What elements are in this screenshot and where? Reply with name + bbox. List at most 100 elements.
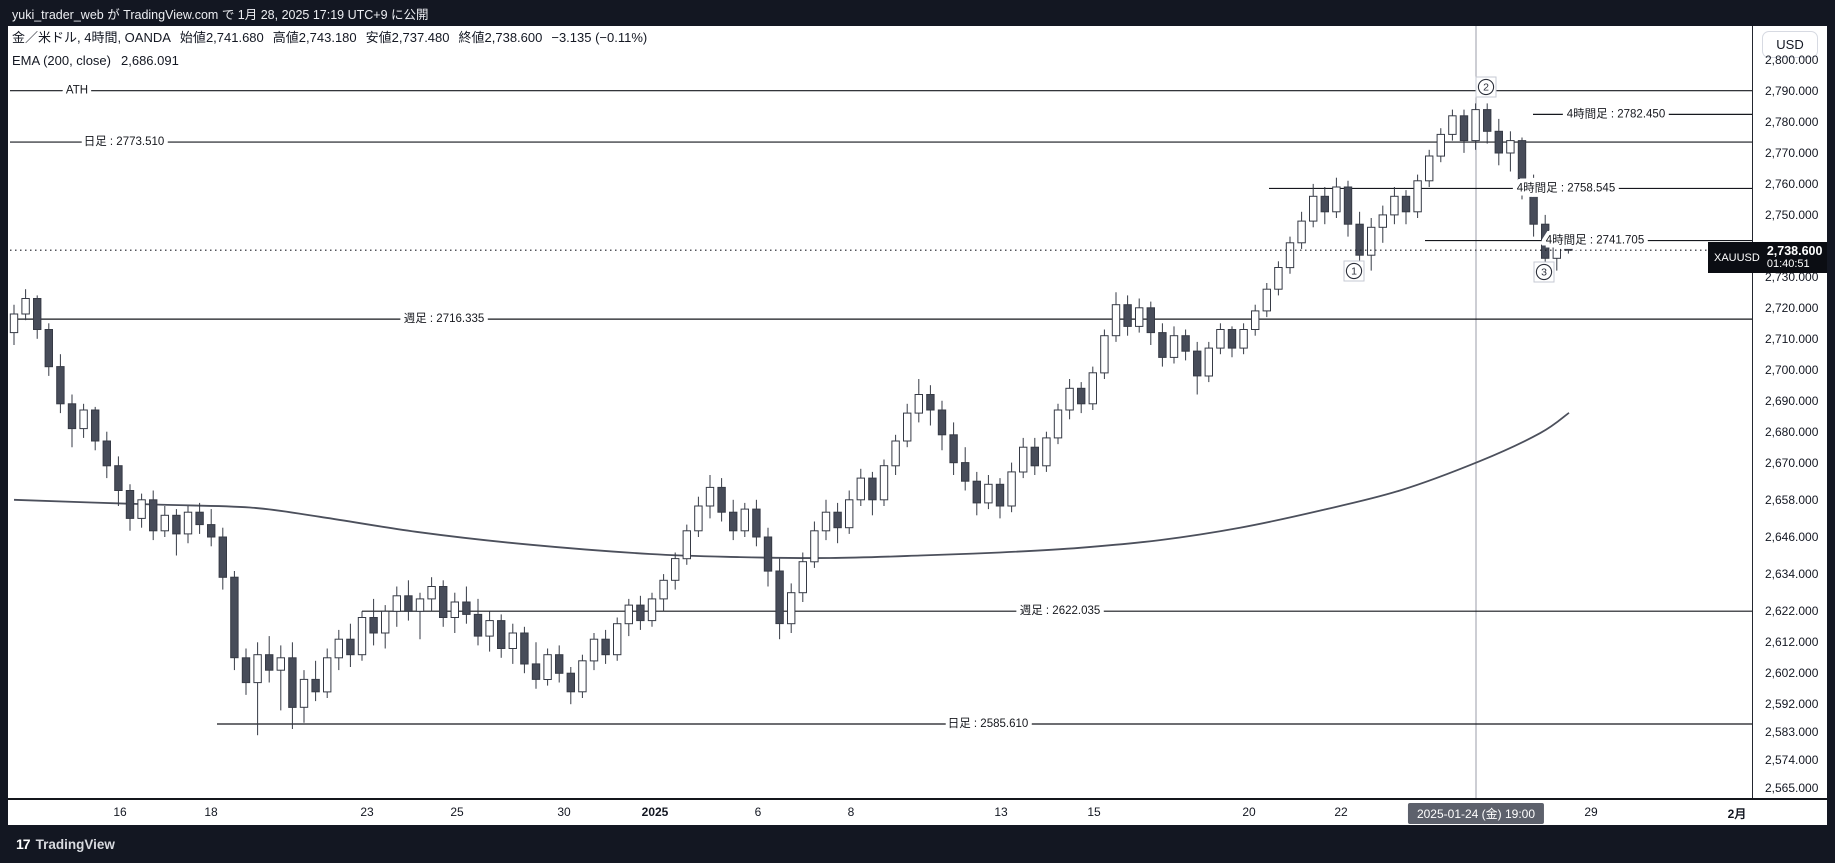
candle-body-up <box>485 620 494 637</box>
change-value: −3.135 (−0.11%) <box>551 30 648 45</box>
candle-body-up <box>798 561 807 594</box>
candle-body-up <box>137 499 146 519</box>
marker-circle-3 <box>1535 263 1553 281</box>
level-label-7[interactable]: 日足 : 2585.610 <box>944 714 1033 734</box>
candle-body-down <box>44 329 53 368</box>
candle-body-up <box>1552 236 1561 259</box>
candle-body-up <box>1506 140 1515 154</box>
candle-body-up <box>1309 195 1318 222</box>
candle-body-down <box>763 536 773 572</box>
candle-body-up <box>450 601 460 618</box>
tradingview-logo[interactable]: 17 TradingView <box>16 836 115 852</box>
candle-body-up <box>1378 214 1387 228</box>
candle-body-up <box>392 595 402 612</box>
candle-body-up <box>1169 335 1179 358</box>
time-tick-label: 29 <box>1584 805 1598 819</box>
last-price-symbol: XAUUSD <box>1714 251 1760 264</box>
price-tick-label: 2,800.000 <box>1765 53 1819 68</box>
candle-body-down <box>265 654 274 671</box>
ema-200-line[interactable] <box>13 412 1570 559</box>
candle-body-up <box>810 530 819 563</box>
price-tick-label: 2,710.000 <box>1765 331 1819 346</box>
candle-body-up <box>821 511 831 532</box>
candle-body-up <box>613 623 622 656</box>
candle-body-up <box>183 511 193 535</box>
level-label-2[interactable]: 4時間足 : 2782.450 <box>1563 103 1669 124</box>
time-tick-label: 2月 <box>1727 807 1747 821</box>
candle-body-down <box>926 394 935 411</box>
level-label-0[interactable]: ATH <box>62 81 92 101</box>
marker-circle-1 <box>1345 262 1363 280</box>
price-tick-label: 2,770.000 <box>1765 145 1819 160</box>
candle-body-up <box>1216 329 1225 349</box>
candle-body-down <box>531 663 541 680</box>
candle-body-up <box>1100 335 1109 374</box>
marker-circle-2 <box>1477 78 1495 96</box>
candle-body-down <box>1123 304 1132 327</box>
price-tick-label: 2,634.000 <box>1765 567 1819 582</box>
level-label-4[interactable]: 4時間足 : 2741.705 <box>1542 230 1648 251</box>
candle-body-up <box>659 579 668 600</box>
candle-body-down <box>1320 195 1329 213</box>
time-tick-label: 6 <box>754 805 762 819</box>
level-label-5[interactable]: 週足 : 2716.335 <box>400 308 489 329</box>
marker-digit-1: 1 <box>1351 265 1357 277</box>
time-tick-label: 30 <box>557 805 571 819</box>
price-tick-label: 2,730.000 <box>1765 269 1819 284</box>
candle-body-down <box>473 613 483 637</box>
candle-body-up <box>879 465 889 501</box>
candlestick-plot[interactable]: ATH 日足 : 2773.510 4時間足 : 2782.450 4時間足 : 27… <box>8 26 1752 798</box>
candle-body-up <box>578 660 587 693</box>
price-axis[interactable]: USD 2,800.000 2,790.000 2,780.000 2,770.000… <box>1752 26 1827 798</box>
candle-body-down <box>833 511 842 529</box>
candle-body-up <box>1425 155 1434 182</box>
candle-body-up <box>1239 329 1248 349</box>
indicator-value: 2,686.091 <box>121 53 179 68</box>
time-axis[interactable]: 2025-01-24 (金) 19:00 16 18 23 25 30 2025 6 8 13 1… <box>8 798 1827 825</box>
candle-body-up <box>415 598 425 612</box>
candle-body-up <box>671 558 680 581</box>
candle-body-down <box>1146 307 1155 334</box>
symbol-title[interactable]: 金／米ドル, 4時間, OANDA <box>12 30 171 45</box>
level-label-1[interactable]: 日足 : 2773.510 <box>80 132 169 152</box>
candle-body-up <box>647 598 657 622</box>
level-label-3[interactable]: 4時間足 : 2758.545 <box>1513 177 1619 198</box>
candle-body-up <box>589 638 599 662</box>
candle-body-up <box>21 298 30 315</box>
price-tick-label: 2,565.000 <box>1765 780 1819 795</box>
candle-body-up <box>682 530 691 560</box>
candle-body-up <box>1135 307 1144 327</box>
candle-body-down <box>114 465 123 492</box>
indicator-label[interactable]: EMA (200, close) <box>12 53 111 68</box>
level-label-6[interactable]: 週足 : 2622.035 <box>1016 600 1105 621</box>
candle-body-down <box>1517 140 1527 182</box>
marker-digit-3: 3 <box>1541 266 1547 278</box>
bottom-bar: 17 TradingView <box>0 825 1835 863</box>
bar-countdown: 01:40:51 <box>1766 257 1810 270</box>
candle-body-down <box>67 403 77 430</box>
price-tick-label: 2,646.000 <box>1765 529 1819 544</box>
candle-body-up <box>427 586 436 600</box>
price-tick-label: 2,622.000 <box>1765 604 1819 619</box>
candle-body-up <box>276 657 286 671</box>
candle-body-up <box>9 313 19 334</box>
candle-body-up <box>1019 446 1028 473</box>
price-tick-label: 2,720.000 <box>1765 300 1819 315</box>
candle-body-down <box>949 434 958 464</box>
publish-bar: yuki_trader_web が TradingView.com で 1月 2… <box>0 0 1835 26</box>
candle-body-down <box>961 462 970 482</box>
candle-body-up <box>1042 437 1051 467</box>
candle-body-up <box>334 638 344 659</box>
candle-body-up <box>903 412 912 442</box>
currency-toggle-button[interactable]: USD <box>1762 31 1818 58</box>
candle-body-up <box>299 678 309 708</box>
candle-body-down <box>868 477 877 501</box>
chart-header: 金／米ドル, 4時間, OANDA 始値2,741.680 高値2,743.18… <box>12 28 647 71</box>
price-tick-label: 2,780.000 <box>1765 114 1819 129</box>
candle-body-down <box>462 601 471 615</box>
time-tick-label: 25 <box>450 805 464 819</box>
candle-body-down <box>288 657 297 708</box>
time-tick-label: 23 <box>360 805 374 819</box>
time-tick-label: 22 <box>1334 805 1348 819</box>
candle-body-down <box>752 508 761 538</box>
